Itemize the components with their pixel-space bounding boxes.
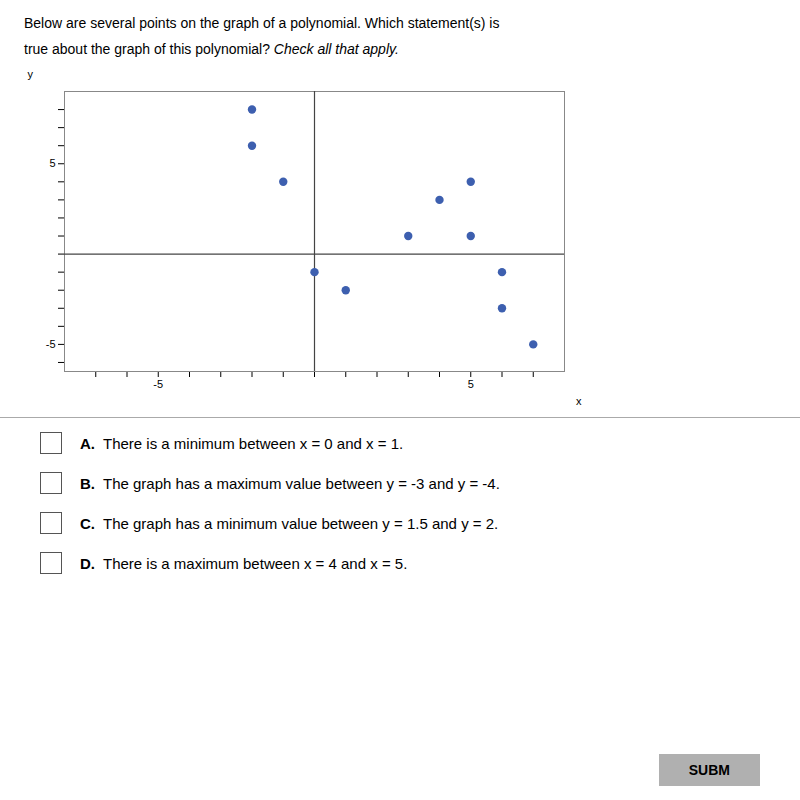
html-text:The graph has a minimum value: The graph has a minimum value between y … — [103, 514, 499, 532]
svg-text:-5: -5 — [46, 338, 56, 350]
html-text:C.: C. — [80, 514, 95, 532]
html-text:B.: B. — [80, 474, 95, 492]
html-text:The graph has a maximum value: The graph has a maximum value between y … — [103, 474, 500, 492]
html-text:SUBM: SUBM — [688, 762, 730, 778]
html-text:true about the graph of this p: true about the graph of this polynomial?… — [24, 40, 399, 57]
svg-text:y: y — [28, 68, 34, 80]
svg-text:x: x — [576, 395, 582, 407]
html-text:A.: A. — [80, 434, 95, 452]
html-text:There is a minimum between x =: There is a minimum between x = 0 and x =… — [103, 434, 404, 452]
html-text:D.: D. — [80, 554, 95, 572]
svg-text:-5: -5 — [153, 378, 163, 390]
html-text:There is a maximum between x =: There is a maximum between x = 4 and x =… — [103, 554, 408, 572]
svg-text:5: 5 — [49, 157, 55, 169]
html-text:Below are several points on th: Below are several points on the graph of… — [24, 15, 500, 31]
svg-text:5: 5 — [468, 378, 474, 390]
